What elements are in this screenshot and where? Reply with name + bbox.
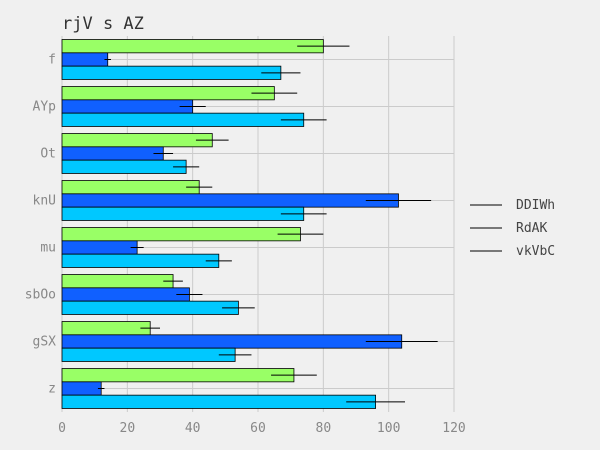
- x-axis-ticks: 0 20 40 60 80 100 120: [58, 421, 466, 436]
- x-tick-label: 20: [120, 421, 136, 436]
- legend-label: RdAK: [516, 221, 547, 236]
- bar: [61, 381, 102, 396]
- y-tick-label: mu: [40, 241, 56, 256]
- legend: DDIWh RdAK vkVbC: [470, 198, 555, 259]
- bar: [61, 253, 220, 268]
- y-tick-label: sbOo: [25, 288, 56, 303]
- x-tick-label: 80: [316, 421, 332, 436]
- error-bars: [97, 45, 438, 403]
- bar: [61, 274, 174, 289]
- bar: [61, 287, 190, 302]
- bar: [61, 146, 164, 161]
- y-tick-label: gSX: [33, 335, 57, 350]
- bar: [61, 227, 301, 242]
- y-tick-label: z: [48, 382, 56, 397]
- bar: [61, 368, 295, 383]
- y-tick-label: AYp: [33, 100, 57, 115]
- bar: [61, 334, 403, 349]
- bar: [61, 240, 138, 255]
- bar: [61, 99, 194, 114]
- legend-label: DDIWh: [516, 198, 555, 213]
- x-tick-label: 100: [377, 421, 400, 436]
- bar: [61, 133, 213, 148]
- bar: [61, 52, 109, 67]
- y-axis-ticks: f AYp Ot knU mu sbOo gSX z: [25, 53, 56, 397]
- x-tick-label: 120: [442, 421, 465, 436]
- bar: [61, 300, 239, 315]
- bar: [61, 65, 282, 80]
- bar: [61, 39, 324, 54]
- bar: [61, 206, 305, 221]
- bar: [61, 347, 236, 362]
- bar: [61, 112, 305, 127]
- bar: [61, 193, 399, 208]
- chart-title: rjV s AZ: [62, 14, 144, 34]
- bar: [61, 394, 377, 409]
- bar: [61, 159, 187, 174]
- bars: [61, 39, 403, 409]
- x-tick-label: 40: [185, 421, 201, 436]
- x-tick-label: 60: [250, 421, 266, 436]
- bar: [61, 321, 151, 336]
- bar: [61, 86, 275, 101]
- y-tick-label: knU: [33, 194, 56, 209]
- y-tick-label: Ot: [40, 147, 56, 162]
- y-tick-label: f: [48, 53, 56, 68]
- bar: [61, 180, 200, 195]
- legend-label: vkVbC: [516, 244, 555, 259]
- x-tick-label: 0: [58, 421, 66, 436]
